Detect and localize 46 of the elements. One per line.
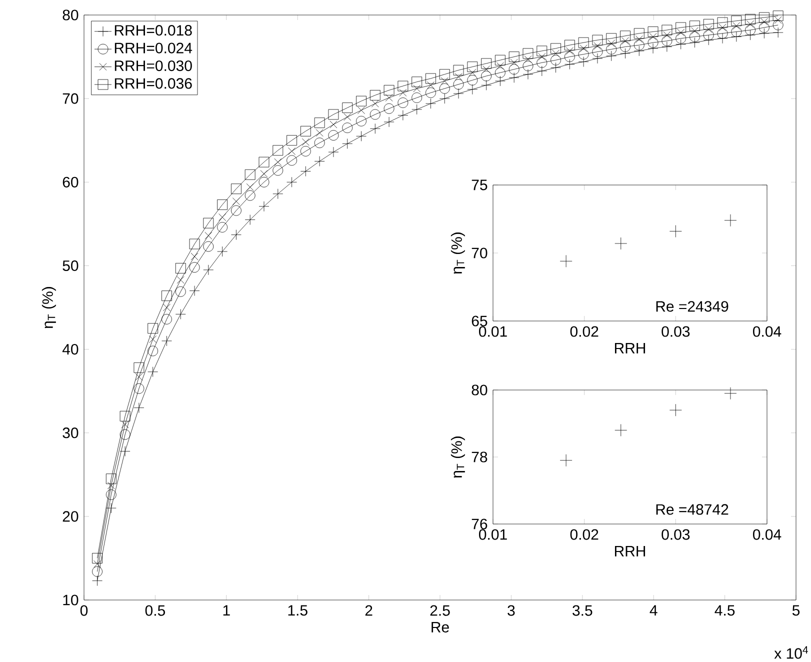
annotation: Re =48742 [656, 504, 728, 515]
annotation: Re =24349 [656, 301, 728, 312]
x-tick-label: 4.5 [714, 605, 735, 616]
x-axis-title: Re [432, 622, 449, 632]
y-tick-label: 10 [63, 594, 78, 606]
x-tick-label: 0.04 [753, 529, 782, 540]
x-tick-label: 3.5 [572, 605, 592, 616]
x-tick-label: 1 [223, 605, 230, 616]
y-tick-label: 40 [62, 344, 78, 355]
x-tick-label: 0.03 [662, 326, 690, 337]
y-tick-label: 65 [472, 316, 488, 326]
y-axis-title: η$_{T}$ (%) [450, 232, 465, 274]
x-tick-label: 0.04 [753, 326, 782, 337]
y-tick-label: 30 [62, 428, 78, 438]
x-axis-title: RRH [614, 546, 646, 556]
y-tick-label: 76 [472, 518, 488, 530]
x-tick-label: 3 [508, 605, 515, 616]
text: x 10$^{4}$ [774, 646, 808, 659]
x-tick-label: 4 [650, 605, 658, 616]
x-tick-label: 0.5 [145, 605, 166, 616]
y-tick-label: 75 [472, 180, 488, 190]
x-tick-label: 0.01 [479, 529, 507, 540]
y-tick-label: 20 [62, 511, 78, 522]
x-tick-label: 0.02 [570, 529, 598, 540]
x-tick-label: 5 [792, 605, 800, 616]
legend-label: RRH=0.024 [114, 42, 192, 54]
y-tick-label: 78 [472, 452, 488, 462]
x-tick-label: 0.03 [662, 529, 690, 540]
x-tick-label: 1.5 [288, 605, 308, 616]
legend-label: RRH=0.036 [114, 78, 192, 89]
y-tick-label: 70 [472, 248, 488, 258]
legend-label: RRH=0.018 [114, 25, 192, 36]
y-tick-label: 80 [62, 10, 78, 20]
x-tick-label: 2 [365, 605, 372, 616]
y-tick-label: 70 [62, 93, 78, 104]
y-tick-label: 60 [62, 176, 78, 188]
y-axis-title: η$_{T}$ (%) [450, 436, 465, 478]
x-tick-label: 0.02 [570, 326, 598, 337]
x-tick-label: 0.01 [479, 326, 507, 337]
y-tick-label: 80 [472, 384, 488, 396]
y-axis-title: η$_{T}$ (%) [42, 287, 56, 328]
y-tick-label: 50 [62, 260, 78, 272]
x-axis-title: RRH [614, 343, 646, 354]
x-tick-label: 0 [80, 605, 88, 616]
x-tick-label: 2.5 [430, 605, 450, 616]
legend-label: RRH=0.030 [114, 60, 192, 72]
